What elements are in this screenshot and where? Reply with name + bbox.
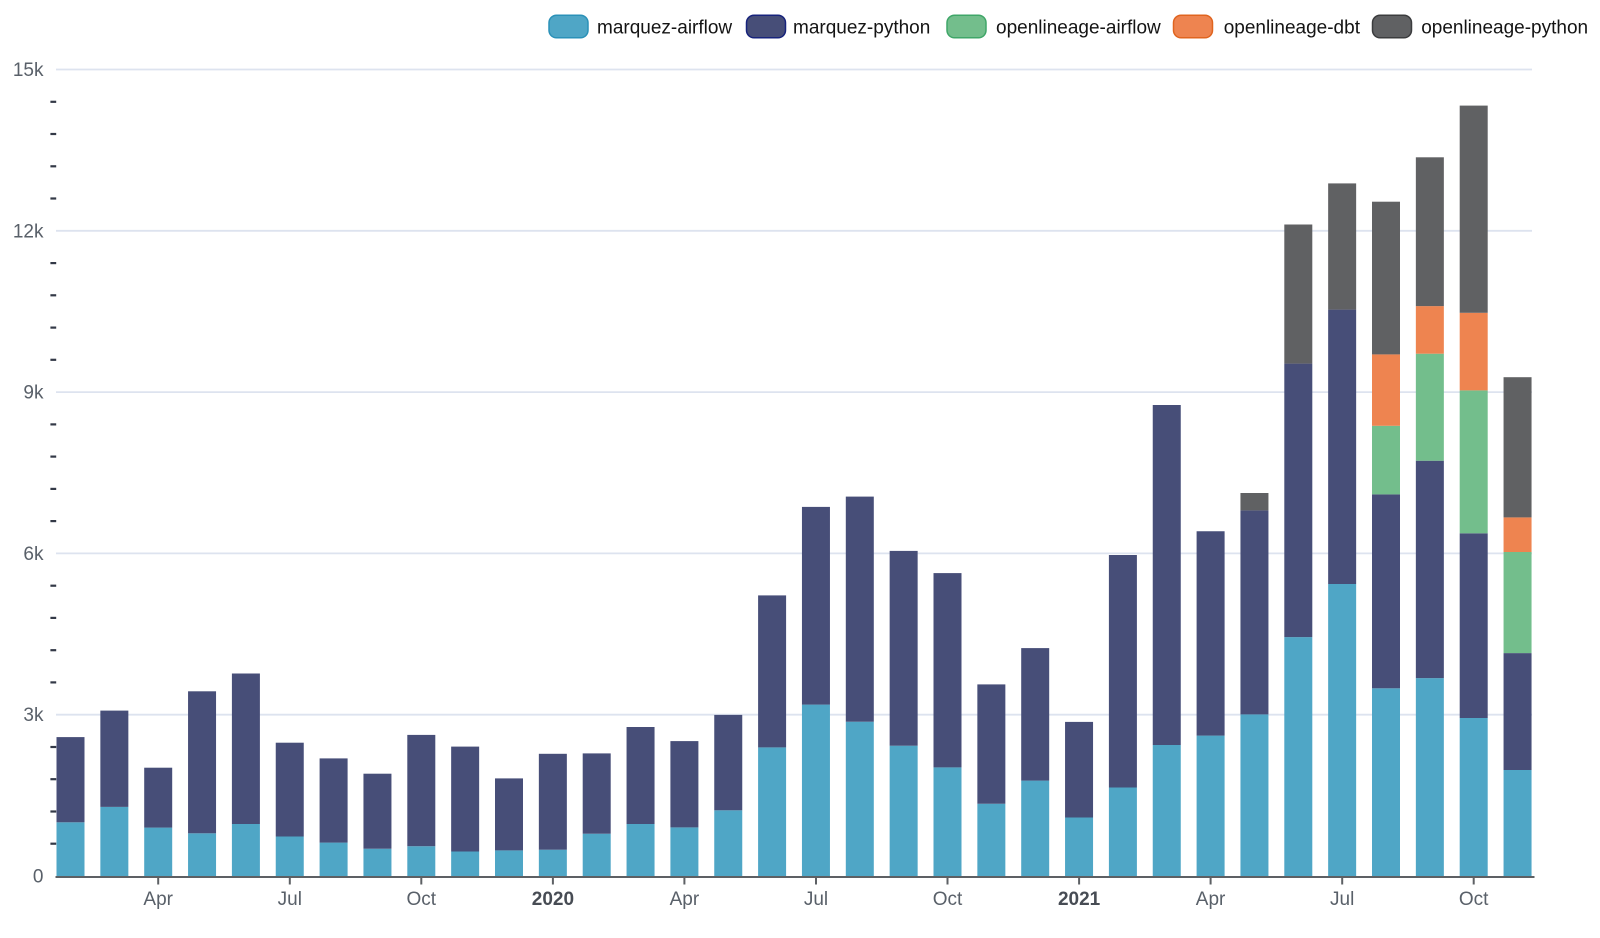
svg-text:openlineage-dbt: openlineage-dbt — [1224, 18, 1361, 39]
svg-text:Jul: Jul — [278, 889, 302, 910]
svg-text:0: 0 — [33, 867, 44, 888]
svg-text:Oct: Oct — [407, 889, 437, 910]
svg-text:12k: 12k — [13, 221, 44, 242]
svg-text:15k: 15k — [13, 60, 44, 81]
svg-text:marquez-python: marquez-python — [793, 18, 930, 39]
svg-text:Apr: Apr — [1196, 889, 1226, 910]
svg-text:2020: 2020 — [532, 889, 574, 910]
svg-text:2021: 2021 — [1058, 889, 1101, 910]
svg-text:Oct: Oct — [933, 889, 963, 910]
svg-text:9k: 9k — [23, 383, 44, 404]
svg-text:Oct: Oct — [1459, 889, 1489, 910]
svg-text:Jul: Jul — [804, 889, 828, 910]
svg-text:Apr: Apr — [670, 889, 700, 910]
svg-text:3k: 3k — [23, 705, 44, 726]
svg-text:marquez-airflow: marquez-airflow — [597, 18, 732, 39]
svg-text:openlineage-airflow: openlineage-airflow — [996, 18, 1161, 39]
svg-text:openlineage-python: openlineage-python — [1421, 18, 1588, 39]
svg-text:Apr: Apr — [143, 889, 173, 910]
svg-text:6k: 6k — [23, 544, 44, 565]
svg-text:Jul: Jul — [1330, 889, 1354, 910]
